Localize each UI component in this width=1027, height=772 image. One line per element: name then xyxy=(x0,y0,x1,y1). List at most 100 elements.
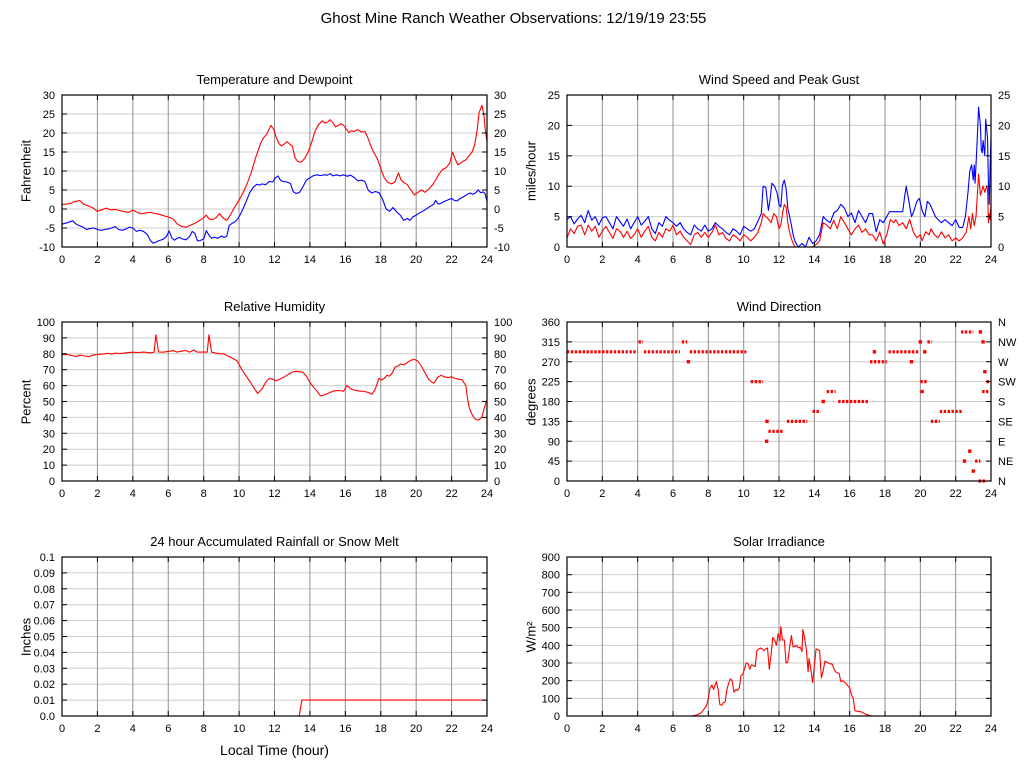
svg-text:0: 0 xyxy=(554,476,560,488)
svg-text:6: 6 xyxy=(670,488,676,500)
svg-text:0: 0 xyxy=(59,723,65,735)
svg-text:60: 60 xyxy=(43,381,55,393)
svg-text:0: 0 xyxy=(554,711,560,723)
svg-text:0.03: 0.03 xyxy=(34,663,55,675)
svg-text:0.07: 0.07 xyxy=(34,600,55,612)
svg-text:14: 14 xyxy=(304,488,316,500)
svg-text:N: N xyxy=(998,476,1006,488)
svg-text:22: 22 xyxy=(950,723,962,735)
plot-temperature-dewpoint: 0 2 4 6 8 10 12 14 16 18 20 22 24-10 -10-5 -50 05 510 101… xyxy=(39,90,510,266)
svg-text:8: 8 xyxy=(201,254,207,266)
svg-text:20: 20 xyxy=(494,128,506,140)
svg-text:135: 135 xyxy=(542,416,560,428)
svg-text:NW: NW xyxy=(998,337,1017,349)
svg-text:20: 20 xyxy=(43,128,55,140)
svg-text:25: 25 xyxy=(998,90,1010,102)
svg-text:15: 15 xyxy=(494,147,506,159)
svg-text:18: 18 xyxy=(879,488,891,500)
svg-text:6: 6 xyxy=(165,723,171,735)
svg-text:25: 25 xyxy=(494,109,506,121)
svg-text:24: 24 xyxy=(985,723,997,735)
svg-text:8: 8 xyxy=(201,723,207,735)
svg-text:0.05: 0.05 xyxy=(34,632,55,644)
svg-text:50: 50 xyxy=(43,397,55,409)
svg-text:90: 90 xyxy=(494,333,506,345)
svg-text:2: 2 xyxy=(94,723,100,735)
svg-text:2: 2 xyxy=(94,488,100,500)
svg-text:5: 5 xyxy=(554,212,560,224)
svg-text:8: 8 xyxy=(201,488,207,500)
svg-text:0.06: 0.06 xyxy=(34,616,55,628)
svg-text:0: 0 xyxy=(564,488,570,500)
chart-title: Temperature and Dewpoint xyxy=(196,72,353,87)
svg-text:0: 0 xyxy=(564,723,570,735)
svg-text:20: 20 xyxy=(43,444,55,456)
svg-text:5: 5 xyxy=(998,212,1004,224)
svg-text:20: 20 xyxy=(548,120,560,132)
svg-text:6: 6 xyxy=(670,254,676,266)
chart-title: 24 hour Accumulated Rainfall or Snow Mel… xyxy=(150,534,399,549)
svg-text:0: 0 xyxy=(554,242,560,254)
svg-text:100: 100 xyxy=(494,317,512,329)
svg-text:40: 40 xyxy=(43,412,55,424)
svg-text:900: 900 xyxy=(542,552,560,564)
svg-text:300: 300 xyxy=(542,658,560,670)
svg-text:SW: SW xyxy=(998,377,1016,389)
svg-text:800: 800 xyxy=(542,570,560,582)
svg-text:10: 10 xyxy=(548,181,560,193)
svg-text:6: 6 xyxy=(165,488,171,500)
svg-text:10: 10 xyxy=(233,488,245,500)
svg-text:18: 18 xyxy=(879,254,891,266)
svg-text:70: 70 xyxy=(494,365,506,377)
svg-text:100: 100 xyxy=(37,317,55,329)
svg-text:30: 30 xyxy=(494,428,506,440)
plot-solar-irradiance: 0 2 4 6 8 10 12 14 16 18 20 22 240100200300400500600… xyxy=(542,552,997,735)
svg-text:80: 80 xyxy=(43,349,55,361)
svg-text:20: 20 xyxy=(410,254,422,266)
svg-text:10: 10 xyxy=(738,254,750,266)
svg-text:4: 4 xyxy=(635,723,641,735)
svg-text:0.09: 0.09 xyxy=(34,568,55,580)
svg-text:-5: -5 xyxy=(45,223,55,235)
svg-text:SE: SE xyxy=(998,416,1013,428)
svg-text:400: 400 xyxy=(542,640,560,652)
svg-text:8: 8 xyxy=(705,254,711,266)
svg-text:6: 6 xyxy=(670,723,676,735)
svg-text:600: 600 xyxy=(542,605,560,617)
svg-text:20: 20 xyxy=(998,120,1010,132)
svg-text:60: 60 xyxy=(494,381,506,393)
svg-text:N: N xyxy=(998,317,1006,329)
svg-text:18: 18 xyxy=(375,723,387,735)
chart-title: Wind Speed and Peak Gust xyxy=(698,72,860,87)
svg-text:10: 10 xyxy=(43,166,55,178)
svg-text:12: 12 xyxy=(268,488,280,500)
svg-text:20: 20 xyxy=(914,254,926,266)
svg-text:20: 20 xyxy=(494,444,506,456)
svg-text:0: 0 xyxy=(494,204,500,216)
svg-text:8: 8 xyxy=(705,723,711,735)
svg-text:0.0: 0.0 xyxy=(40,711,55,723)
svg-text:2: 2 xyxy=(599,254,605,266)
svg-text:20: 20 xyxy=(410,488,422,500)
svg-text:22: 22 xyxy=(445,254,457,266)
svg-text:0.1: 0.1 xyxy=(40,552,55,564)
svg-text:10: 10 xyxy=(43,460,55,472)
svg-text:50: 50 xyxy=(494,397,506,409)
chart-relative-humidity: Relative Humidity Percent 0 2 4 6 8 10 12 14 16 1… xyxy=(0,289,523,521)
svg-text:15: 15 xyxy=(998,151,1010,163)
svg-text:10: 10 xyxy=(494,460,506,472)
svg-text:W: W xyxy=(998,357,1009,369)
chart-title: Wind Direction xyxy=(736,299,822,314)
svg-text:12: 12 xyxy=(773,488,785,500)
svg-text:2: 2 xyxy=(599,488,605,500)
svg-text:16: 16 xyxy=(339,488,351,500)
svg-text:15: 15 xyxy=(43,147,55,159)
svg-text:NE: NE xyxy=(998,456,1013,468)
svg-text:90: 90 xyxy=(43,333,55,345)
svg-text:25: 25 xyxy=(43,109,55,121)
svg-text:16: 16 xyxy=(844,254,856,266)
svg-text:225: 225 xyxy=(542,377,560,389)
